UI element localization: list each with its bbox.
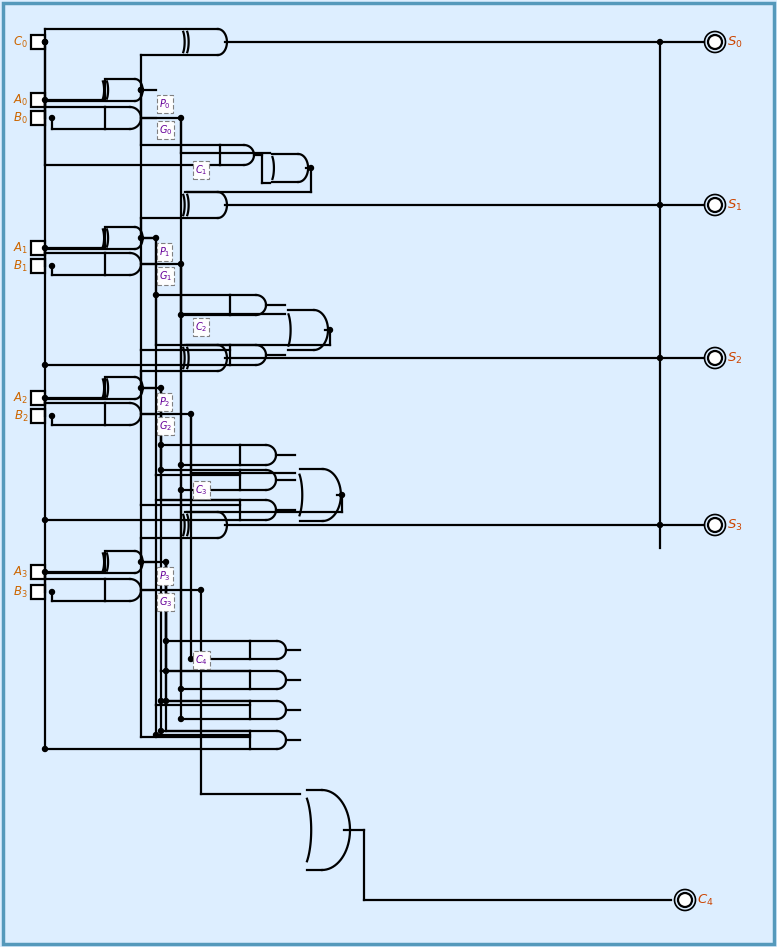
Bar: [31, 391, 45, 405]
Text: $B_0$: $B_0$: [13, 111, 28, 126]
Circle shape: [327, 328, 333, 332]
Bar: [31, 241, 45, 255]
Circle shape: [159, 385, 163, 390]
Circle shape: [43, 746, 47, 752]
Text: $B_3$: $B_3$: [13, 584, 28, 599]
Circle shape: [708, 351, 722, 365]
Circle shape: [179, 261, 183, 266]
Text: $A_1$: $A_1$: [13, 241, 28, 256]
Circle shape: [43, 40, 47, 45]
Circle shape: [163, 669, 169, 673]
Text: $A_0$: $A_0$: [12, 93, 28, 108]
Text: $P_3$: $P_3$: [159, 569, 171, 583]
Text: $A_3$: $A_3$: [12, 564, 28, 580]
Circle shape: [708, 518, 722, 532]
Circle shape: [657, 523, 663, 527]
Text: $B_2$: $B_2$: [13, 408, 28, 423]
Circle shape: [43, 363, 47, 367]
Circle shape: [657, 40, 663, 45]
Circle shape: [198, 587, 204, 593]
Circle shape: [189, 656, 193, 662]
Circle shape: [138, 236, 144, 241]
Circle shape: [154, 236, 159, 241]
Bar: [31, 111, 45, 125]
Text: $G_1$: $G_1$: [159, 269, 172, 283]
Circle shape: [50, 589, 54, 595]
Circle shape: [43, 245, 47, 251]
Circle shape: [159, 442, 163, 448]
Circle shape: [50, 263, 54, 269]
Circle shape: [159, 468, 163, 473]
Bar: [31, 565, 45, 579]
Circle shape: [159, 699, 163, 704]
Circle shape: [50, 414, 54, 419]
Text: $B_1$: $B_1$: [13, 259, 28, 274]
Circle shape: [708, 198, 722, 212]
Circle shape: [154, 732, 159, 738]
Text: $S_3$: $S_3$: [727, 517, 743, 532]
Circle shape: [708, 35, 722, 49]
Circle shape: [43, 40, 47, 45]
Circle shape: [179, 488, 183, 492]
Circle shape: [138, 87, 144, 93]
Text: $P_2$: $P_2$: [159, 395, 170, 409]
Text: $P_1$: $P_1$: [159, 245, 170, 259]
Circle shape: [163, 560, 169, 564]
Circle shape: [154, 293, 159, 297]
Text: $C_2$: $C_2$: [195, 320, 207, 334]
Circle shape: [43, 517, 47, 523]
Circle shape: [657, 203, 663, 207]
Text: $S_0$: $S_0$: [727, 34, 743, 49]
Bar: [31, 259, 45, 273]
Bar: [31, 93, 45, 107]
Circle shape: [657, 355, 663, 361]
Circle shape: [678, 893, 692, 907]
Circle shape: [43, 396, 47, 401]
Circle shape: [159, 728, 163, 734]
Circle shape: [189, 412, 193, 417]
Text: $S_2$: $S_2$: [727, 350, 742, 366]
Text: $C_0$: $C_0$: [13, 34, 28, 49]
Circle shape: [43, 569, 47, 575]
Bar: [31, 585, 45, 599]
Text: $C_4$: $C_4$: [195, 653, 207, 667]
Circle shape: [308, 166, 313, 170]
Text: $C_4$: $C_4$: [697, 892, 713, 907]
Text: $P_0$: $P_0$: [159, 98, 171, 111]
Text: $C_3$: $C_3$: [195, 483, 207, 497]
Circle shape: [179, 687, 183, 691]
Circle shape: [163, 699, 169, 704]
Circle shape: [138, 560, 144, 564]
Text: $S_1$: $S_1$: [727, 198, 742, 212]
Text: $G_2$: $G_2$: [159, 420, 172, 433]
Text: $G_3$: $G_3$: [159, 595, 172, 609]
Circle shape: [138, 87, 144, 93]
Circle shape: [179, 717, 183, 722]
Text: $G_0$: $G_0$: [159, 123, 172, 137]
Text: $C_1$: $C_1$: [195, 163, 207, 177]
Circle shape: [50, 116, 54, 120]
Circle shape: [43, 98, 47, 102]
Circle shape: [163, 638, 169, 644]
Circle shape: [179, 313, 183, 317]
Circle shape: [179, 116, 183, 120]
Bar: [31, 35, 45, 49]
Bar: [31, 409, 45, 423]
Circle shape: [179, 462, 183, 468]
Circle shape: [340, 492, 344, 497]
Circle shape: [138, 385, 144, 390]
Text: $A_2$: $A_2$: [13, 390, 28, 405]
